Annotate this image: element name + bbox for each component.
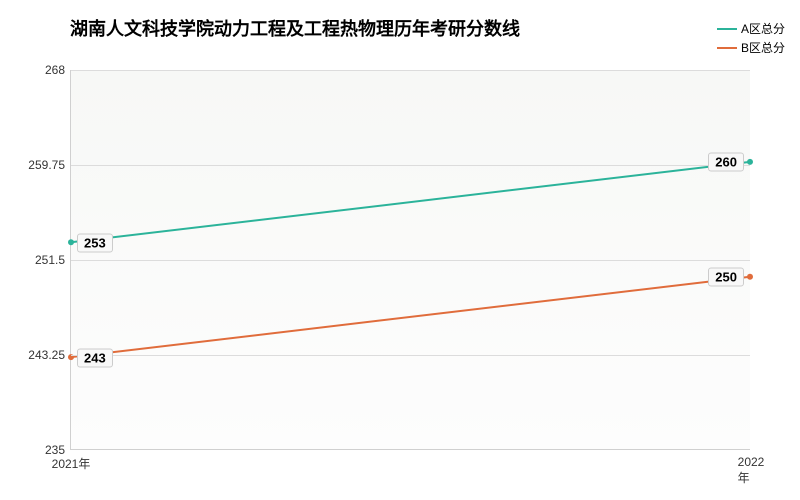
y-tick-label: 243.25: [28, 348, 65, 362]
legend-swatch-a: [717, 28, 737, 30]
grid-line: [71, 260, 750, 261]
series-line: [71, 277, 750, 357]
data-point: [747, 159, 753, 165]
x-tick-label: 2022年: [738, 455, 765, 486]
y-tick-label: 251.5: [35, 253, 65, 267]
grid-line: [71, 355, 750, 356]
legend-label-a: A区总分: [741, 20, 785, 37]
legend-item-a: A区总分: [717, 20, 785, 37]
legend-swatch-b: [717, 47, 737, 49]
grid-line: [71, 70, 750, 71]
data-label: 253: [77, 233, 113, 252]
chart-container: 湖南人文科技学院动力工程及工程热物理历年考研分数线 A区总分 B区总分 2352…: [0, 0, 800, 500]
data-label: 250: [708, 268, 744, 287]
legend-label-b: B区总分: [741, 39, 785, 56]
plot-area: 235243.25251.5259.752682021年2022年2532602…: [70, 70, 750, 450]
data-point: [747, 274, 753, 280]
data-point: [68, 239, 74, 245]
series-line: [71, 162, 750, 242]
legend: A区总分 B区总分: [717, 20, 785, 58]
legend-item-b: B区总分: [717, 39, 785, 56]
chart-title: 湖南人文科技学院动力工程及工程热物理历年考研分数线: [70, 15, 520, 41]
data-label: 243: [77, 348, 113, 367]
y-tick-label: 268: [45, 63, 65, 77]
x-tick-label: 2021年: [52, 455, 91, 472]
y-tick-label: 259.75: [28, 158, 65, 172]
data-label: 260: [708, 153, 744, 172]
grid-line: [71, 165, 750, 166]
